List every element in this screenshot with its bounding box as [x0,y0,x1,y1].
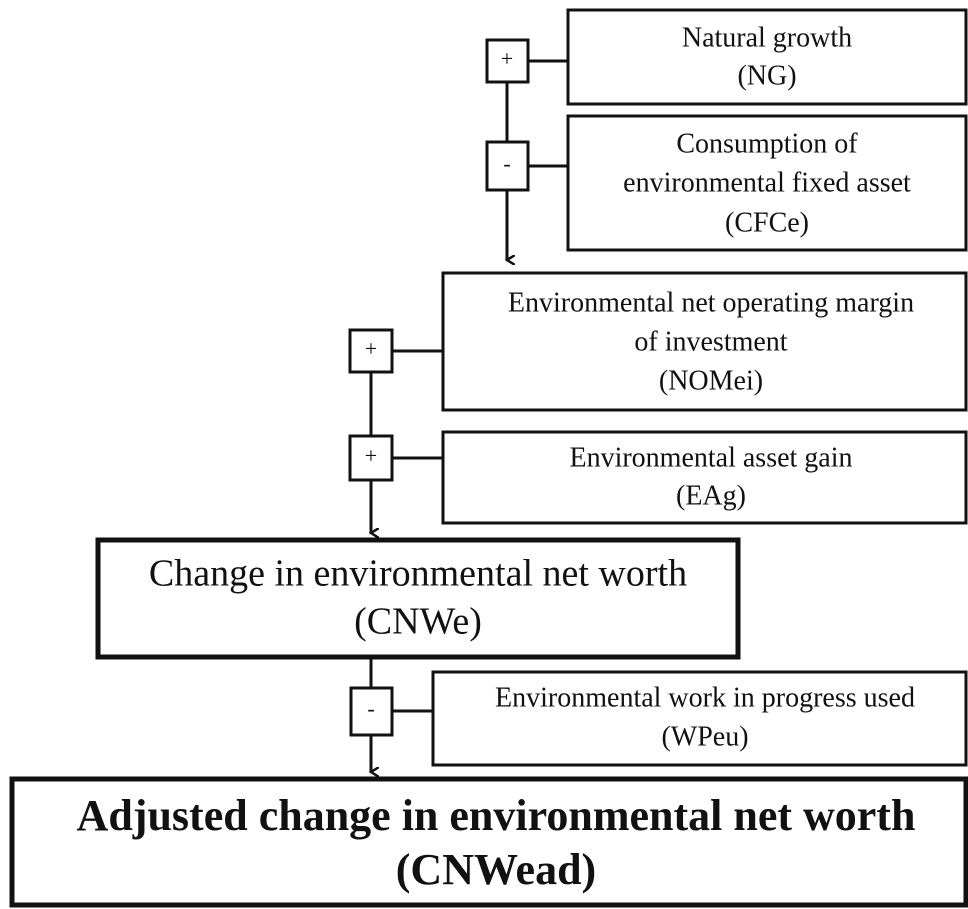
node-label: (WPeu) [661,721,748,752]
node-label: (CFCe) [725,207,809,238]
node-label: Natural growth [682,22,852,53]
operator-box [349,686,394,737]
operator: + [501,46,513,71]
operator: - [367,696,374,721]
node-label: environmental fixed asset [623,167,911,198]
node-box [441,430,968,525]
operator: + [365,336,377,361]
node-label: Consumption of [676,128,858,159]
node-label: Adjusted change in environmental net wor… [77,791,916,840]
node-label: (CNWead) [396,845,596,894]
node-label: Environmental work in progress used [495,682,915,713]
node-label: (NG) [737,60,796,91]
operator: - [503,151,510,176]
node-label: Change in environmental net worth [149,553,687,595]
node-box [95,537,741,660]
node-label: (CNWe) [354,601,482,643]
node-label: Environmental asset gain [569,442,852,473]
node-box [9,776,968,908]
operator-box [348,328,394,374]
node-box [441,271,968,412]
node-label: of investment [634,326,787,357]
node-box [566,8,968,106]
operator-box [348,434,394,482]
node-box [566,114,968,252]
node-box [431,670,968,767]
node-label: (NOMei) [659,365,763,396]
node-label: Environmental net operating margin [508,287,914,318]
operator-box [485,140,530,192]
operator-box [485,38,530,84]
node-label: (EAg) [676,480,746,511]
operator: + [365,443,377,468]
